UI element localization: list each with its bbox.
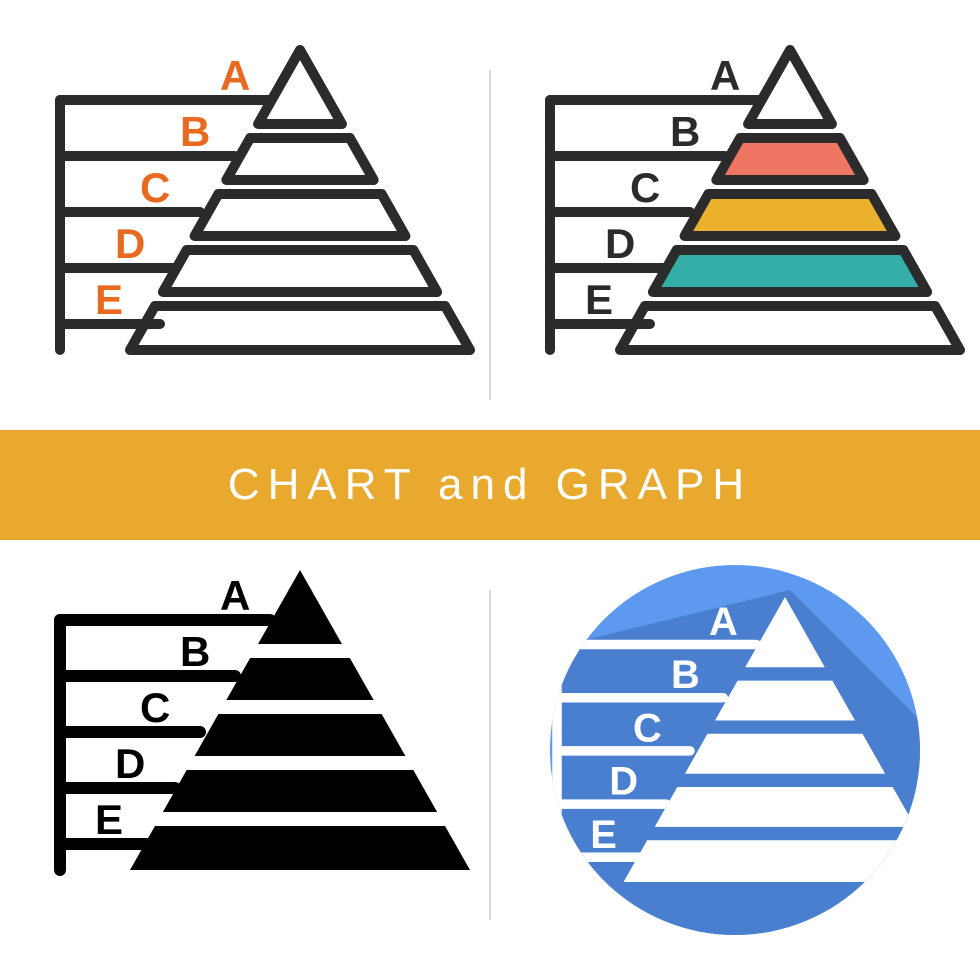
svg-text:D: D [609,760,638,804]
icon-grid: ABCDE ABCDE ABCDE ABCDE C [0,0,980,980]
svg-text:D: D [605,220,635,267]
svg-text:C: C [630,164,660,211]
svg-text:C: C [140,684,170,731]
svg-text:B: B [180,628,210,675]
svg-text:D: D [115,740,145,787]
title-text: CHART and GRAPH [228,460,752,510]
pyramid-icon-solid: ABCDE [0,550,490,980]
svg-text:A: A [220,52,250,99]
svg-text:A: A [709,600,738,644]
svg-text:C: C [140,164,170,211]
svg-text:B: B [180,108,210,155]
title-banner: CHART and GRAPH [0,430,980,540]
svg-text:B: B [670,108,700,155]
svg-text:B: B [671,653,700,697]
svg-text:E: E [95,276,123,323]
pyramid-icon-colored: ABCDE [490,30,980,460]
svg-text:E: E [95,796,123,843]
svg-text:D: D [115,220,145,267]
svg-text:A: A [710,52,740,99]
svg-text:E: E [585,276,613,323]
svg-text:A: A [220,572,250,619]
pyramid-icon-badge: ABCDE [490,550,980,980]
svg-text:E: E [590,813,617,857]
svg-text:C: C [633,706,662,750]
pyramid-icon-outline: ABCDE [0,30,490,460]
